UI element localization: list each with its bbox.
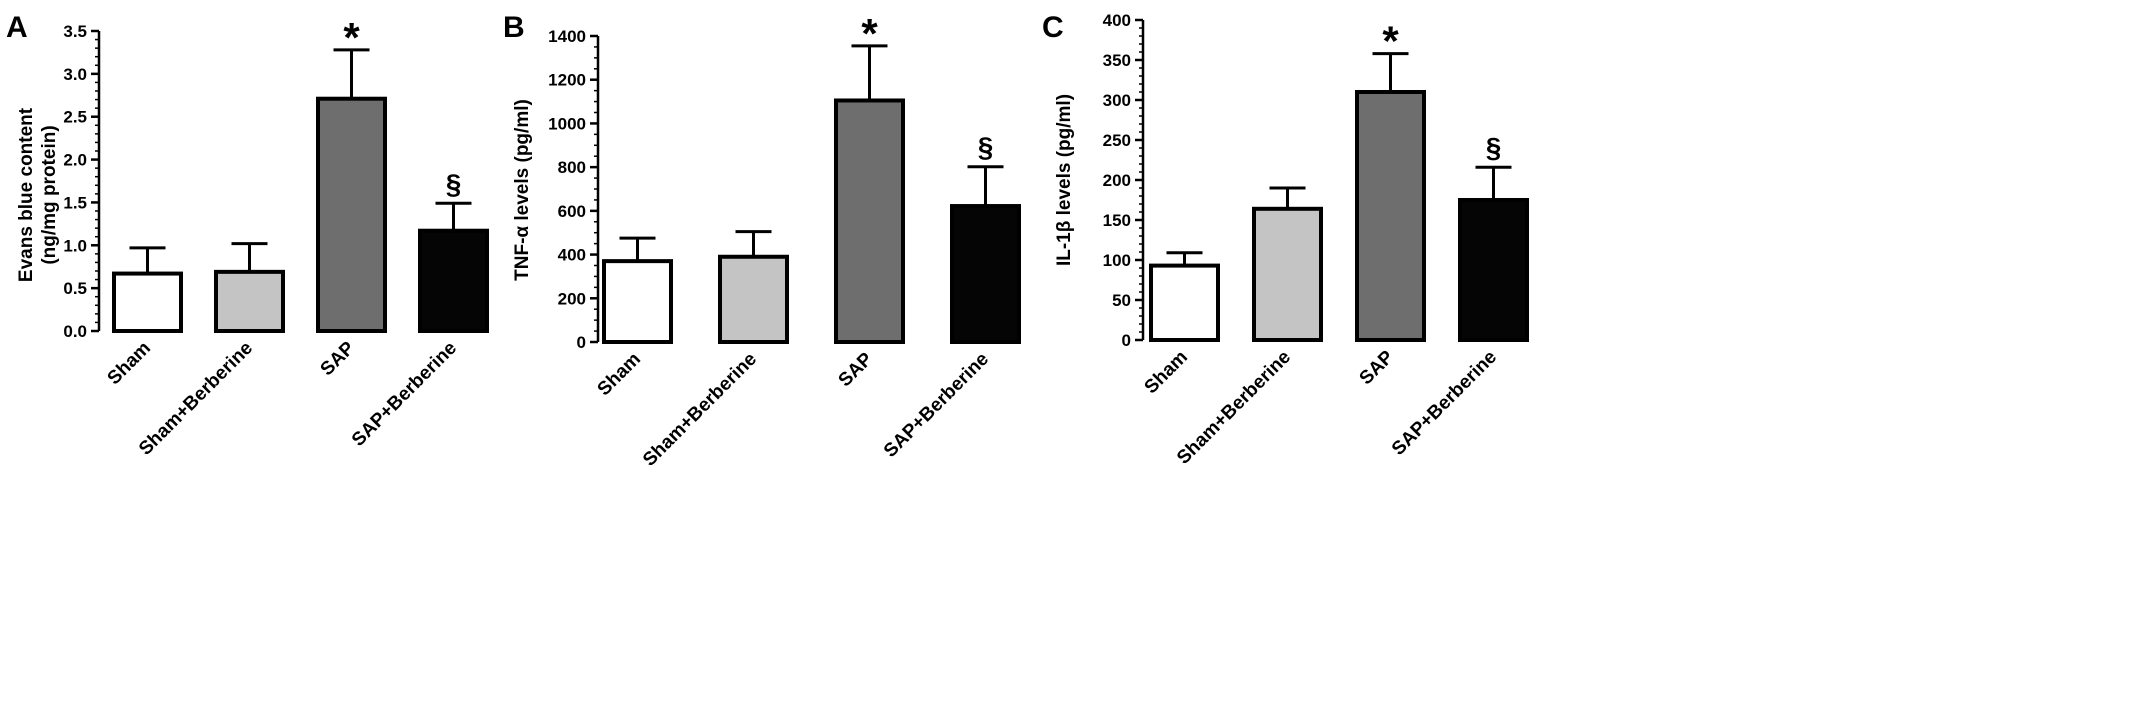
y-tick-label: 0.5 (63, 279, 87, 298)
bar-sham (112, 271, 183, 334)
bar-sham-berberine (214, 269, 285, 334)
y-tick-label: 3.5 (63, 22, 87, 41)
y-tick-label: 350 (1103, 51, 1131, 70)
y-tick-label: 300 (1103, 91, 1131, 110)
y-tick-label: 0.0 (63, 322, 87, 341)
x-category-label: SAP+Berberine (348, 338, 461, 451)
x-category-label: Sham (104, 338, 155, 389)
bar-sham (1149, 263, 1220, 343)
y-tick-label: 3.0 (63, 65, 87, 84)
y-tick-label: 0 (577, 333, 586, 352)
y-tick-label: 800 (558, 158, 586, 177)
chart-panel-b: B 0 200 400 600 800 1000 1200 1400 TNF-α levels (… (503, 10, 1021, 471)
y-axis-title: (ng/mg protein) (39, 125, 60, 264)
bar-sham-berberine (718, 254, 789, 344)
y-tick-label: 1400 (548, 27, 586, 46)
y-axis-title: Evans blue content (16, 107, 37, 282)
bar-sap-berberine (418, 228, 489, 333)
significance-section-mark: § (1486, 132, 1502, 163)
y-tick-label: 1200 (548, 71, 586, 90)
panel-letter: A (6, 11, 28, 44)
y-tick-label: 50 (1112, 291, 1131, 310)
significance-star: * (343, 14, 360, 61)
y-tick-label: 400 (558, 246, 586, 265)
y-tick-label: 100 (1103, 251, 1131, 270)
chart-panel-c: C 0 50 100 150 200 250 300 350 400 IL-1β levels (p… (1042, 11, 1529, 469)
bar-sap (834, 98, 905, 344)
chart-panel-a: A 0.0 0.5 1.0 1.5 2.0 2.5 3.0 3.5 Evans blue cont… (6, 11, 489, 460)
x-category-label: SAP (1356, 346, 1399, 389)
significance-section-mark: § (446, 168, 462, 199)
y-tick-label: 2.5 (63, 108, 87, 127)
bar-sap-berberine (1458, 198, 1529, 342)
y-tick-label: 1.5 (63, 193, 87, 212)
x-category-label: SAP (835, 348, 878, 391)
x-category-label: Sham (594, 349, 645, 400)
y-tick-label: 200 (558, 289, 586, 308)
x-category-label: SAP (317, 337, 360, 380)
y-tick-label: 400 (1103, 11, 1131, 30)
bar-sham (602, 259, 673, 344)
bar-sap (1355, 90, 1426, 342)
y-tick-label: 200 (1103, 171, 1131, 190)
significance-star: * (1382, 18, 1399, 65)
significance-section-mark: § (978, 132, 994, 163)
x-category-label: SAP+Berberine (1388, 347, 1501, 460)
y-axis-title: TNF-α levels (pg/ml) (512, 99, 533, 281)
x-category-label: Sham+Berberine (639, 349, 761, 471)
figure-canvas: A 0.0 0.5 1.0 1.5 2.0 2.5 3.0 3.5 Evans blue cont… (6, 10, 1529, 471)
y-tick-label: 150 (1103, 211, 1131, 230)
bar-sap-berberine (950, 204, 1021, 344)
y-tick-label: 1000 (548, 114, 586, 133)
y-tick-label: 600 (558, 202, 586, 221)
y-axis-title: IL-1β levels (pg/ml) (1054, 94, 1075, 266)
bar-sham-berberine (1252, 206, 1323, 342)
x-category-label: Sham+Berberine (135, 338, 257, 460)
significance-star: * (861, 10, 878, 57)
x-category-label: Sham (1141, 347, 1192, 398)
x-category-label: SAP+Berberine (880, 349, 993, 462)
y-tick-label: 2.0 (63, 151, 87, 170)
panel-letter: C (1042, 11, 1064, 44)
y-tick-label: 1.0 (63, 236, 87, 255)
y-tick-label: 0 (1122, 331, 1131, 350)
y-tick-label: 250 (1103, 131, 1131, 150)
bar-sap (316, 96, 387, 334)
panel-letter: B (503, 11, 525, 44)
x-category-label: Sham+Berberine (1173, 347, 1295, 469)
